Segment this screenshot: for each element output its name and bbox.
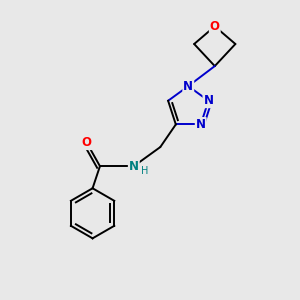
- Text: O: O: [210, 20, 220, 33]
- Text: N: N: [196, 118, 206, 131]
- Text: N: N: [203, 94, 213, 107]
- Text: O: O: [82, 136, 92, 149]
- Text: N: N: [129, 160, 139, 173]
- Text: H: H: [141, 166, 149, 176]
- Text: N: N: [183, 80, 193, 93]
